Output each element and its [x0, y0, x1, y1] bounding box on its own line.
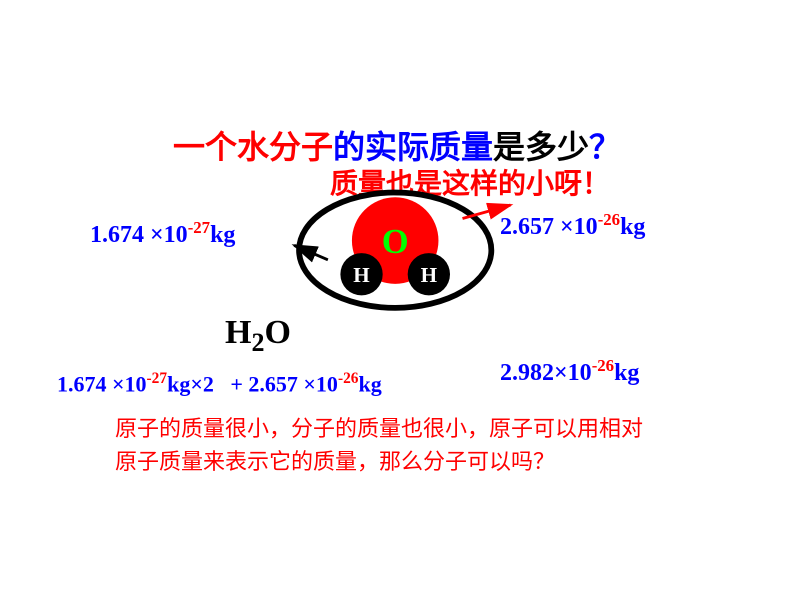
calculation-line: 1.674 ×10-27kg×2 + 2.657 ×10-26kg: [57, 370, 382, 397]
h-mass-unit: kg: [210, 222, 235, 248]
h-mass-base: 1.674 ×10: [90, 222, 188, 248]
result-unit: kg: [614, 360, 639, 386]
calc-p3: + 2.657 ×10: [230, 371, 338, 396]
title-part3: 是多少: [493, 129, 589, 165]
formula-h2o: H2O: [225, 314, 291, 358]
o-mass-unit: kg: [620, 214, 645, 240]
calc-p4: kg: [358, 371, 381, 396]
hydrogen-mass: 1.674 ×10-27kg: [90, 218, 235, 249]
explanation-paragraph: 原子的质量很小，分子的质量也很小，原子可以用相对原子质量来表示它的质量，那么分子…: [115, 412, 645, 478]
calc-e2: -26: [338, 370, 359, 387]
h-mass-exp: -27: [188, 218, 210, 237]
title-qmark: ？: [589, 129, 621, 165]
calc-p2: kg×2: [167, 371, 214, 396]
water-molecule-diagram: O H H: [275, 175, 525, 335]
title-part1: 一个水分子: [173, 129, 333, 165]
result-base: 2.982×10: [500, 360, 592, 386]
hydrogen-right-label: H: [421, 263, 438, 287]
calc-e1: -27: [147, 370, 168, 387]
result-exp: -26: [592, 356, 614, 375]
o-mass-exp: -26: [598, 210, 620, 229]
oxygen-label: O: [382, 223, 409, 261]
title-part2: 的实际质量: [333, 129, 493, 165]
calc-gap: [214, 371, 231, 396]
result-mass: 2.982×10-26kg: [500, 356, 639, 387]
hydrogen-left-label: H: [353, 263, 370, 287]
calc-p1: 1.674 ×10: [57, 371, 147, 396]
